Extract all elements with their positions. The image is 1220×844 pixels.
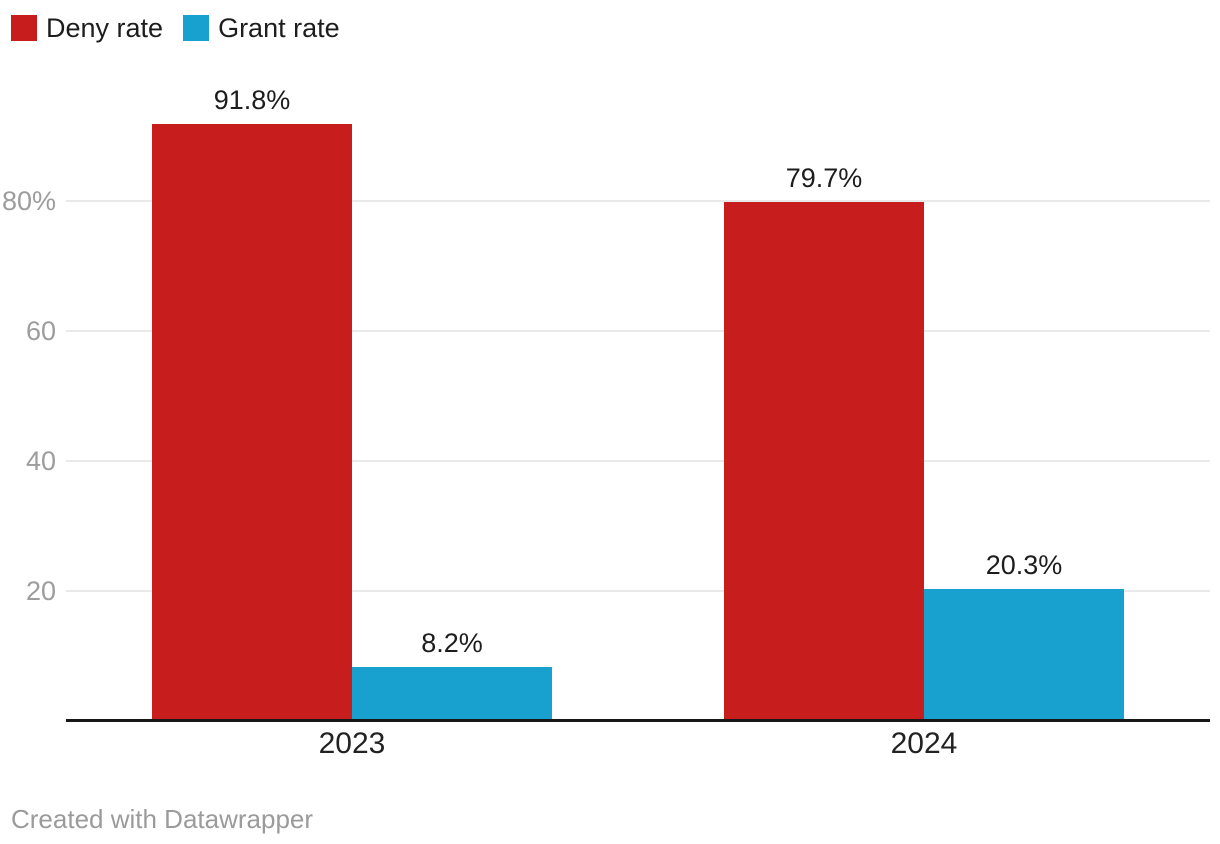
gridline-80 — [66, 199, 1210, 202]
y-axis-tick-20: 20 — [25, 575, 56, 606]
legend-label-deny-rate: Deny rate — [46, 13, 164, 43]
value-label-grant-rate-2024: 20.3% — [985, 549, 1063, 580]
value-label-deny-rate-2023: 91.8% — [213, 84, 291, 115]
bar-grant-rate-2023 — [352, 667, 552, 721]
attribution-link[interactable]: Created with Datawrapper — [11, 804, 314, 834]
bar-grant-rate-2024 — [924, 588, 1124, 721]
gridline-40 — [66, 459, 1210, 462]
bar-deny-rate-2023 — [152, 123, 352, 721]
legend-swatch-deny-rate — [11, 15, 37, 41]
y-axis-tick-60: 60 — [25, 315, 56, 346]
gridline-20 — [66, 589, 1210, 592]
legend-swatch-grant-rate — [183, 15, 210, 41]
value-label-deny-rate-2024: 79.7% — [785, 163, 863, 194]
legend-label-grant-rate: Grant rate — [218, 13, 340, 43]
x-axis-label-2023: 2023 — [318, 727, 386, 760]
legend-item-deny-rate: Deny rate — [11, 13, 163, 43]
bar-deny-rate-2024 — [724, 202, 924, 721]
y-axis-tick-80: 80% — [1, 185, 56, 216]
value-label-grant-rate-2023: 8.2% — [421, 628, 483, 659]
chart-legend: Deny rate Grant rate — [11, 13, 340, 43]
gridline-60 — [66, 329, 1210, 332]
y-axis-tick-40: 40 — [25, 445, 56, 476]
legend-item-grant-rate: Grant rate — [183, 13, 340, 43]
x-axis-line — [66, 719, 1210, 722]
x-axis-label-2024: 2024 — [890, 727, 958, 760]
